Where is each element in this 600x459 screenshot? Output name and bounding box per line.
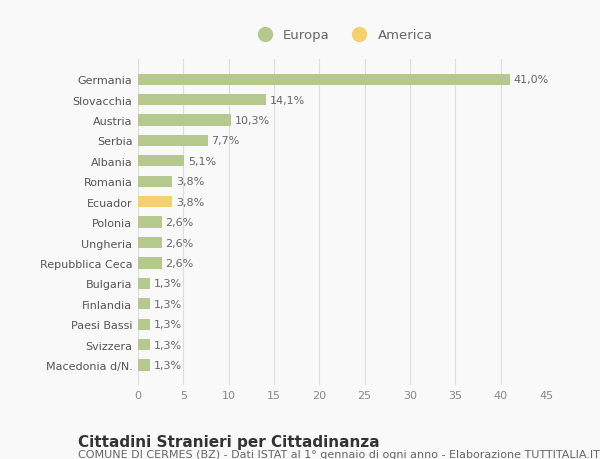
Text: 14,1%: 14,1%: [269, 95, 305, 106]
Text: 1,3%: 1,3%: [154, 319, 182, 330]
Text: 3,8%: 3,8%: [176, 177, 205, 187]
Bar: [138, 237, 161, 249]
Bar: [138, 359, 150, 371]
Text: 2,6%: 2,6%: [165, 238, 193, 248]
Legend: Europa, America: Europa, America: [246, 24, 438, 47]
Bar: [138, 176, 172, 187]
Bar: [138, 278, 150, 289]
Bar: [138, 95, 266, 106]
Text: 7,7%: 7,7%: [211, 136, 240, 146]
Text: 41,0%: 41,0%: [514, 75, 548, 85]
Bar: [138, 74, 510, 86]
Text: 2,6%: 2,6%: [165, 218, 193, 228]
Bar: [138, 196, 172, 208]
Text: COMUNE DI CERMES (BZ) - Dati ISTAT al 1° gennaio di ogni anno - Elaborazione TUT: COMUNE DI CERMES (BZ) - Dati ISTAT al 1°…: [78, 449, 600, 459]
Bar: [138, 135, 208, 147]
Text: 2,6%: 2,6%: [165, 258, 193, 269]
Text: 3,8%: 3,8%: [176, 197, 205, 207]
Bar: [138, 339, 150, 350]
Text: Cittadini Stranieri per Cittadinanza: Cittadini Stranieri per Cittadinanza: [78, 434, 380, 449]
Text: 1,3%: 1,3%: [154, 340, 182, 350]
Bar: [138, 217, 161, 228]
Bar: [138, 298, 150, 310]
Text: 5,1%: 5,1%: [188, 157, 216, 167]
Bar: [138, 156, 184, 167]
Text: 1,3%: 1,3%: [154, 360, 182, 370]
Text: 10,3%: 10,3%: [235, 116, 270, 126]
Bar: [138, 115, 232, 126]
Bar: [138, 319, 150, 330]
Text: 1,3%: 1,3%: [154, 299, 182, 309]
Bar: [138, 258, 161, 269]
Text: 1,3%: 1,3%: [154, 279, 182, 289]
